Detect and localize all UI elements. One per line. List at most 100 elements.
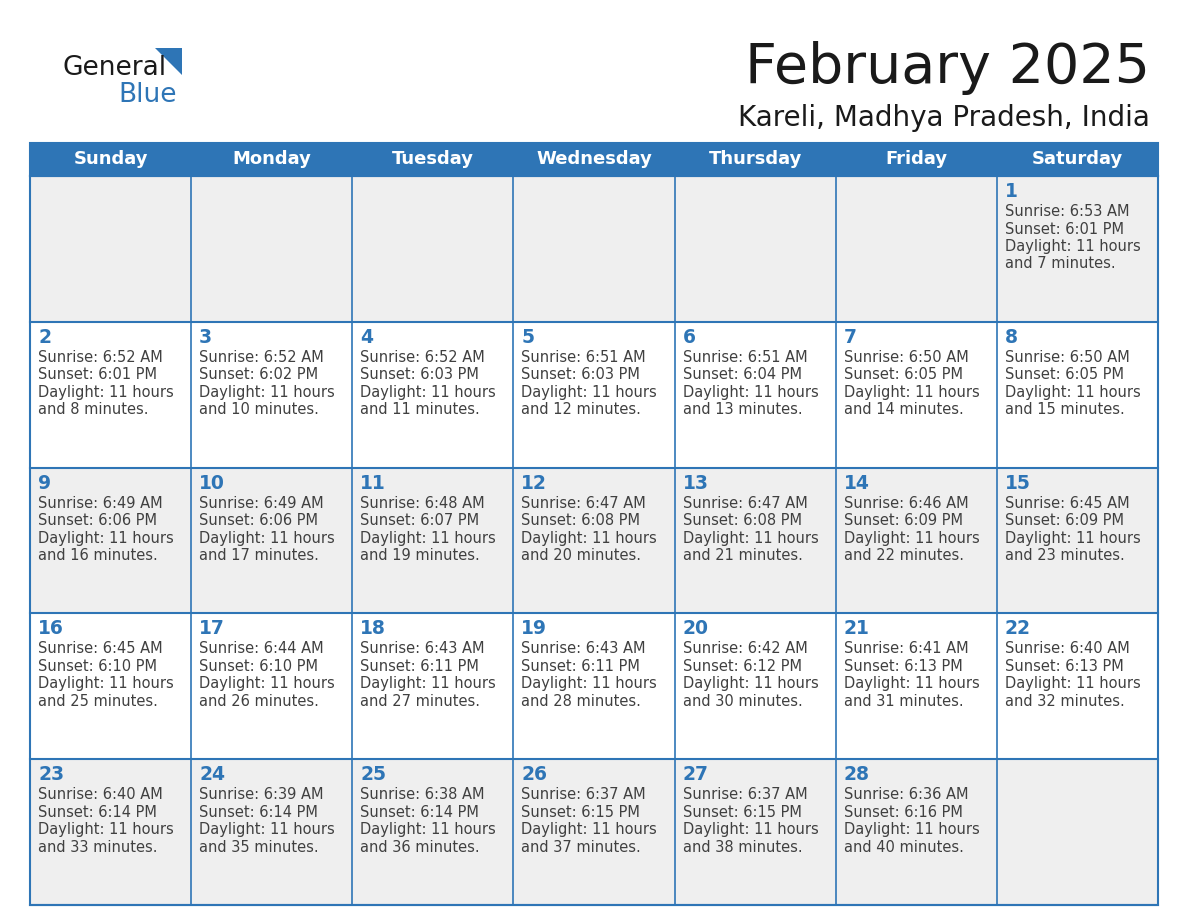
Bar (30, 613, 1158, 759)
Text: 12: 12 (522, 474, 548, 493)
Text: Daylight: 11 hours: Daylight: 11 hours (522, 823, 657, 837)
Text: 11: 11 (360, 474, 386, 493)
Text: 13: 13 (683, 474, 708, 493)
Text: Sunset: 6:11 PM: Sunset: 6:11 PM (522, 659, 640, 674)
Text: 2: 2 (38, 328, 51, 347)
Text: 5: 5 (522, 328, 535, 347)
Text: Sunset: 6:07 PM: Sunset: 6:07 PM (360, 513, 480, 528)
Text: 22: 22 (1005, 620, 1031, 638)
Text: and 28 minutes.: and 28 minutes. (522, 694, 642, 709)
Text: 21: 21 (843, 620, 870, 638)
Text: Sunrise: 6:53 AM: Sunrise: 6:53 AM (1005, 204, 1130, 219)
Text: Sunset: 6:01 PM: Sunset: 6:01 PM (1005, 221, 1124, 237)
Text: Sunset: 6:12 PM: Sunset: 6:12 PM (683, 659, 802, 674)
Text: 27: 27 (683, 766, 708, 784)
Text: and 23 minutes.: and 23 minutes. (1005, 548, 1125, 563)
Text: Daylight: 11 hours: Daylight: 11 hours (38, 677, 173, 691)
Text: Daylight: 11 hours: Daylight: 11 hours (843, 823, 979, 837)
Text: Sunrise: 6:40 AM: Sunrise: 6:40 AM (1005, 642, 1130, 656)
Text: Sunset: 6:10 PM: Sunset: 6:10 PM (38, 659, 157, 674)
Text: 15: 15 (1005, 474, 1031, 493)
Text: Daylight: 11 hours: Daylight: 11 hours (683, 531, 819, 545)
Text: and 15 minutes.: and 15 minutes. (1005, 402, 1125, 418)
Text: 28: 28 (843, 766, 870, 784)
Text: and 30 minutes.: and 30 minutes. (683, 694, 802, 709)
Text: 8: 8 (1005, 328, 1018, 347)
Text: 1: 1 (1005, 182, 1018, 201)
Text: 20: 20 (683, 620, 708, 638)
Text: Sunrise: 6:45 AM: Sunrise: 6:45 AM (38, 642, 163, 656)
Text: and 12 minutes.: and 12 minutes. (522, 402, 642, 418)
Text: Sunset: 6:01 PM: Sunset: 6:01 PM (38, 367, 157, 382)
Text: Daylight: 11 hours: Daylight: 11 hours (360, 531, 497, 545)
Text: and 10 minutes.: and 10 minutes. (200, 402, 320, 418)
Text: Sunrise: 6:45 AM: Sunrise: 6:45 AM (1005, 496, 1130, 510)
Text: Daylight: 11 hours: Daylight: 11 hours (522, 531, 657, 545)
Text: Sunset: 6:13 PM: Sunset: 6:13 PM (1005, 659, 1124, 674)
Text: Sunset: 6:06 PM: Sunset: 6:06 PM (200, 513, 318, 528)
Text: 10: 10 (200, 474, 225, 493)
Text: Daylight: 11 hours: Daylight: 11 hours (843, 531, 979, 545)
Text: Sunrise: 6:37 AM: Sunrise: 6:37 AM (522, 788, 646, 802)
Text: Sunset: 6:14 PM: Sunset: 6:14 PM (360, 805, 479, 820)
Text: Sunrise: 6:41 AM: Sunrise: 6:41 AM (843, 642, 968, 656)
Text: 18: 18 (360, 620, 386, 638)
Text: Sunrise: 6:39 AM: Sunrise: 6:39 AM (200, 788, 323, 802)
Text: and 13 minutes.: and 13 minutes. (683, 402, 802, 418)
Text: Sunrise: 6:40 AM: Sunrise: 6:40 AM (38, 788, 163, 802)
Text: General: General (62, 55, 166, 81)
Text: and 14 minutes.: and 14 minutes. (843, 402, 963, 418)
Text: Sunset: 6:03 PM: Sunset: 6:03 PM (522, 367, 640, 382)
Text: 19: 19 (522, 620, 548, 638)
Text: Daylight: 11 hours: Daylight: 11 hours (38, 531, 173, 545)
Text: Daylight: 11 hours: Daylight: 11 hours (843, 385, 979, 400)
Text: Sunrise: 6:46 AM: Sunrise: 6:46 AM (843, 496, 968, 510)
Text: Daylight: 11 hours: Daylight: 11 hours (360, 677, 497, 691)
Text: Sunrise: 6:49 AM: Sunrise: 6:49 AM (200, 496, 324, 510)
Text: Sunset: 6:03 PM: Sunset: 6:03 PM (360, 367, 479, 382)
Text: Sunset: 6:05 PM: Sunset: 6:05 PM (843, 367, 962, 382)
Text: 24: 24 (200, 766, 226, 784)
Text: and 33 minutes.: and 33 minutes. (38, 840, 158, 855)
Text: Sunrise: 6:36 AM: Sunrise: 6:36 AM (843, 788, 968, 802)
Text: 6: 6 (683, 328, 695, 347)
Text: 4: 4 (360, 328, 373, 347)
Text: Sunrise: 6:49 AM: Sunrise: 6:49 AM (38, 496, 163, 510)
Text: Blue: Blue (118, 82, 177, 108)
Text: Sunset: 6:05 PM: Sunset: 6:05 PM (1005, 367, 1124, 382)
Text: and 36 minutes.: and 36 minutes. (360, 840, 480, 855)
Text: Daylight: 11 hours: Daylight: 11 hours (200, 677, 335, 691)
Text: and 20 minutes.: and 20 minutes. (522, 548, 642, 563)
Text: 3: 3 (200, 328, 213, 347)
Text: Daylight: 11 hours: Daylight: 11 hours (843, 677, 979, 691)
Text: Sunset: 6:11 PM: Sunset: 6:11 PM (360, 659, 479, 674)
Text: Sunrise: 6:38 AM: Sunrise: 6:38 AM (360, 788, 485, 802)
Text: and 37 minutes.: and 37 minutes. (522, 840, 642, 855)
Text: Sunrise: 6:52 AM: Sunrise: 6:52 AM (200, 350, 324, 364)
Text: Sunrise: 6:52 AM: Sunrise: 6:52 AM (38, 350, 163, 364)
Text: 26: 26 (522, 766, 548, 784)
Text: 7: 7 (843, 328, 857, 347)
Text: and 32 minutes.: and 32 minutes. (1005, 694, 1125, 709)
Text: Daylight: 11 hours: Daylight: 11 hours (1005, 239, 1140, 254)
Text: and 19 minutes.: and 19 minutes. (360, 548, 480, 563)
Text: and 22 minutes.: and 22 minutes. (843, 548, 963, 563)
Text: Saturday: Saturday (1032, 151, 1123, 169)
Text: Sunrise: 6:50 AM: Sunrise: 6:50 AM (1005, 350, 1130, 364)
Text: Friday: Friday (885, 151, 947, 169)
Polygon shape (154, 48, 182, 75)
Text: and 7 minutes.: and 7 minutes. (1005, 256, 1116, 272)
Text: Daylight: 11 hours: Daylight: 11 hours (683, 385, 819, 400)
Text: and 31 minutes.: and 31 minutes. (843, 694, 963, 709)
Text: Sunrise: 6:42 AM: Sunrise: 6:42 AM (683, 642, 808, 656)
Text: Thursday: Thursday (708, 151, 802, 169)
Text: Daylight: 11 hours: Daylight: 11 hours (360, 385, 497, 400)
Text: Wednesday: Wednesday (536, 151, 652, 169)
Text: Sunrise: 6:44 AM: Sunrise: 6:44 AM (200, 642, 324, 656)
Text: and 21 minutes.: and 21 minutes. (683, 548, 802, 563)
Text: Daylight: 11 hours: Daylight: 11 hours (200, 531, 335, 545)
Text: Sunrise: 6:51 AM: Sunrise: 6:51 AM (522, 350, 646, 364)
Text: and 11 minutes.: and 11 minutes. (360, 402, 480, 418)
Bar (30, 467, 1158, 613)
Text: and 26 minutes.: and 26 minutes. (200, 694, 320, 709)
